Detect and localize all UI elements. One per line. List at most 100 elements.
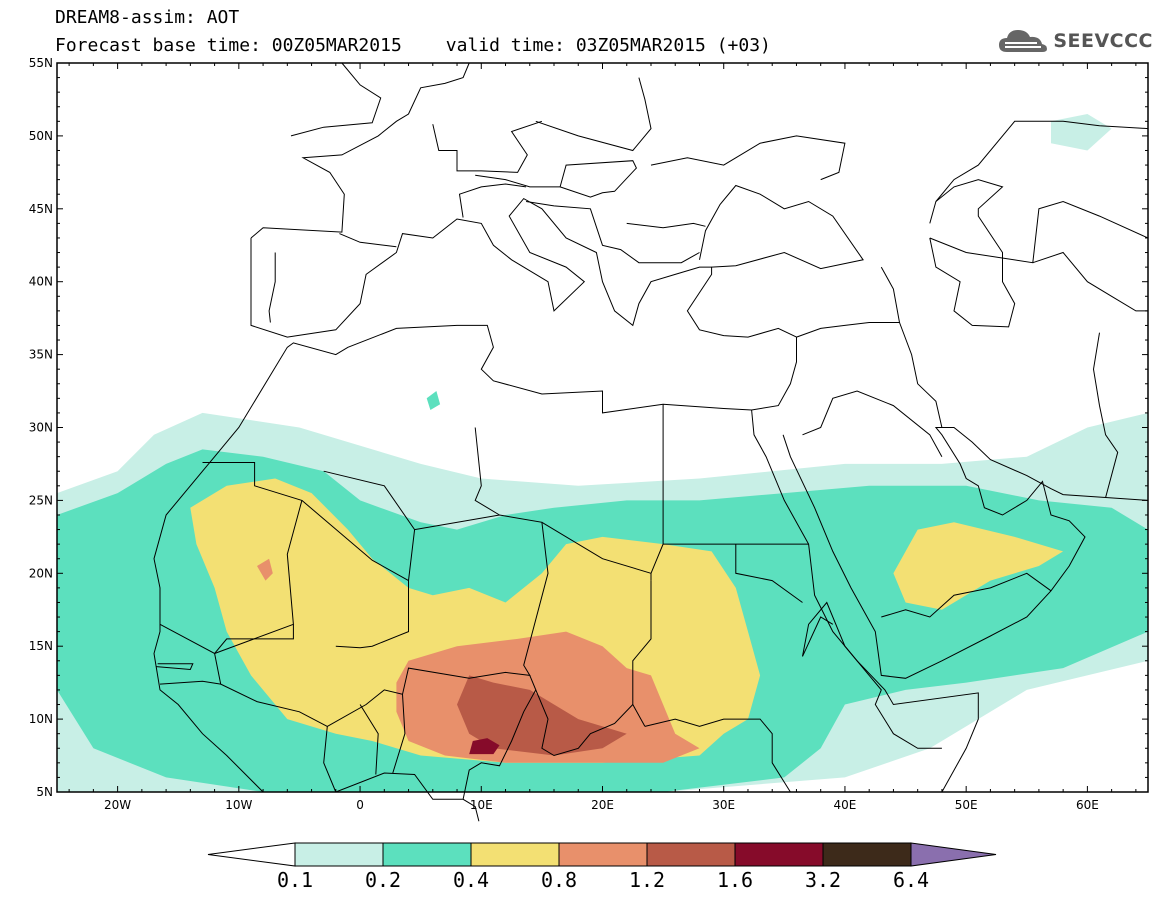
lat-tick-label: 55N bbox=[29, 56, 53, 70]
latitude-ticks: 5N 10N 15N 20N 25N 30N 35N 40N 45N 50N 55N bbox=[29, 56, 1148, 799]
colorbar-swatch bbox=[470, 842, 560, 867]
coast-europe-west bbox=[153, 197, 797, 793]
colorbar-swatch bbox=[294, 842, 384, 867]
aot-0.4-east bbox=[893, 522, 1064, 610]
border-ghana bbox=[323, 726, 337, 793]
lon-tick-label: 10W bbox=[225, 798, 252, 812]
colorbar-label: 3.2 bbox=[804, 868, 842, 892]
border-sudan-south bbox=[644, 718, 791, 793]
coast-adriatic-italy bbox=[458, 183, 527, 218]
logo-text: SEEVCCC bbox=[1053, 30, 1153, 52]
colorbar-label: 1.2 bbox=[628, 868, 666, 892]
lon-tick-label: 0 bbox=[356, 798, 364, 812]
colorbar-swatch bbox=[382, 842, 472, 867]
border-chad-sudan bbox=[632, 580, 652, 727]
border-sudan-chad-east bbox=[735, 544, 803, 603]
lat-tick-label: 40N bbox=[29, 275, 53, 289]
border-sahara-2 bbox=[301, 470, 416, 582]
lon-tick-label: 20E bbox=[591, 798, 614, 812]
base-time-label: Forecast base time: 00Z05MAR2015 bbox=[55, 35, 402, 56]
border-ukraine bbox=[650, 135, 846, 181]
aot-1.2-core bbox=[457, 675, 627, 756]
aot-0.2-ne bbox=[1051, 114, 1112, 151]
coast-france-north bbox=[250, 62, 470, 239]
forecast-times: Forecast base time: 00Z05MAR2015 valid ti… bbox=[55, 36, 771, 56]
lat-tick-label: 50N bbox=[29, 129, 53, 143]
aot-contour-fields bbox=[57, 63, 1148, 792]
lon-tick-label: 30E bbox=[712, 798, 735, 812]
colorbar-label: 0.2 bbox=[364, 868, 402, 892]
colorbar-label: 0.4 bbox=[452, 868, 490, 892]
coast-caspian bbox=[929, 179, 1016, 328]
colorbar-swatch bbox=[734, 842, 824, 867]
aot-1.6-core bbox=[469, 738, 500, 755]
colorbar-swatch bbox=[822, 842, 912, 867]
colorbar-label: 0.1 bbox=[276, 868, 314, 892]
aot-0.8-small-west bbox=[257, 558, 273, 581]
lon-tick-label: 50E bbox=[955, 798, 978, 812]
colorbar-label: 1.6 bbox=[716, 868, 754, 892]
border-algeria-libya bbox=[474, 427, 500, 516]
border-gambia bbox=[156, 663, 194, 671]
lon-tick-label: 40E bbox=[834, 798, 857, 812]
lat-tick-label: 20N bbox=[29, 566, 53, 580]
border-libya-sudan bbox=[541, 521, 652, 574]
border-saudi-yemen bbox=[881, 572, 1052, 618]
coast-guinea-gulf bbox=[275, 772, 480, 822]
lon-tick-label: 60E bbox=[1076, 798, 1099, 812]
colorbar-swatch bbox=[558, 842, 648, 867]
border-romania bbox=[626, 222, 706, 229]
border-senegal bbox=[159, 680, 221, 685]
aot-0.2-libya-spot bbox=[426, 391, 441, 410]
lat-tick-label: 45N bbox=[29, 202, 53, 216]
valid-time-label: valid time: 03Z05MAR2015 (+03) bbox=[445, 35, 771, 56]
lon-tick-label: 10E bbox=[470, 798, 493, 812]
cloud-icon bbox=[999, 30, 1048, 52]
seevccc-logo: SEEVCCC bbox=[997, 26, 1153, 56]
border-iraq-iran bbox=[899, 322, 943, 428]
border-mali-niger bbox=[335, 580, 409, 649]
border-austria-hu bbox=[475, 160, 638, 198]
border-west-africa bbox=[214, 653, 406, 774]
colorbar-label: 6.4 bbox=[892, 868, 930, 892]
colorbar-under-arrow bbox=[207, 842, 296, 867]
country-borders bbox=[153, 62, 1149, 822]
border-kazakh bbox=[929, 200, 1149, 264]
border-saudi-north bbox=[802, 390, 943, 457]
border-cameroon-car bbox=[535, 689, 634, 757]
lat-tick-label: 10N bbox=[29, 712, 53, 726]
lat-tick-label: 25N bbox=[29, 493, 53, 507]
border-russia-kz bbox=[935, 120, 1149, 202]
border-libya-egypt bbox=[650, 404, 664, 581]
colorbar bbox=[207, 842, 997, 867]
border-eritrea bbox=[802, 616, 834, 657]
lat-tick-label: 35N bbox=[29, 348, 53, 362]
colorbar-swatch bbox=[646, 842, 736, 867]
border-uzbek bbox=[1032, 251, 1148, 312]
lat-tick-label: 30N bbox=[29, 421, 53, 435]
map-title: DREAM8-assim: AOT bbox=[55, 7, 240, 28]
colorbar-over-arrow bbox=[910, 842, 997, 867]
border-balkans bbox=[526, 201, 700, 264]
coast-red-sea-east bbox=[782, 427, 1149, 679]
longitude-ticks: 20W 10W 0 10E 20E 30E 40E 50E 60E bbox=[68, 63, 1137, 812]
border-ethiopia bbox=[802, 601, 942, 749]
colorbar-label: 0.8 bbox=[540, 868, 578, 892]
border-poland bbox=[535, 77, 652, 152]
border-mauritania bbox=[159, 623, 294, 655]
coast-britain bbox=[290, 62, 382, 137]
border-portugal bbox=[268, 252, 276, 323]
border-nigeria-cameroon bbox=[462, 675, 537, 800]
coast-black-sea bbox=[699, 184, 864, 270]
border-germany bbox=[432, 120, 543, 173]
lat-tick-label: 15N bbox=[29, 639, 53, 653]
border-niger-chad bbox=[402, 514, 549, 695]
border-turkey-syria bbox=[796, 266, 901, 338]
lat-tick-label: 5N bbox=[36, 785, 53, 799]
lon-tick-label: 20W bbox=[104, 798, 131, 812]
border-iran-afg bbox=[1092, 332, 1119, 498]
border-spain-fr bbox=[339, 233, 397, 248]
border-togo bbox=[359, 704, 379, 775]
